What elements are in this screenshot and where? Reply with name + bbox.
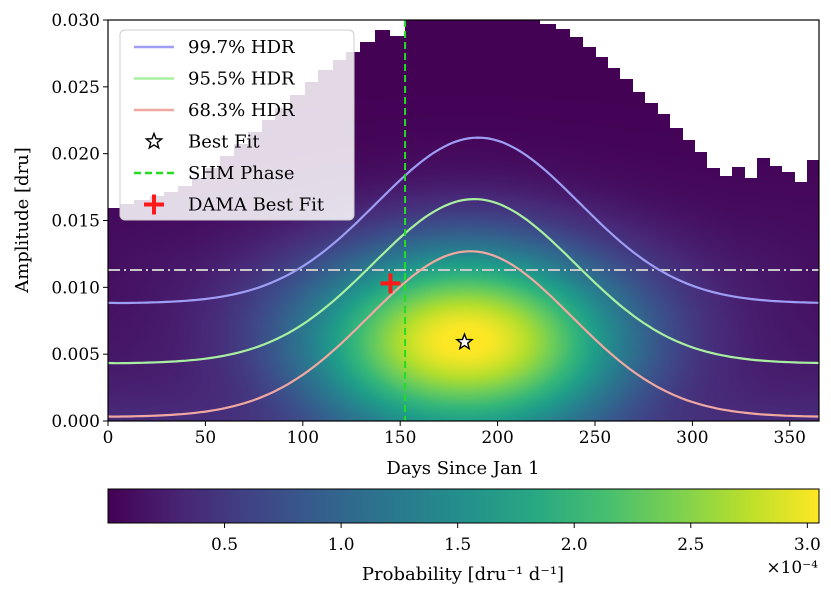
x-tick-label: 200 <box>481 428 513 448</box>
x-tick-label: 150 <box>384 428 416 448</box>
x-tick-label: 250 <box>579 428 611 448</box>
x-tick-label: 100 <box>287 428 319 448</box>
legend-shm-phase-label: SHM Phase <box>188 163 295 184</box>
hdr-contour-2 <box>108 197 819 365</box>
y-tick-label: 0.025 <box>51 78 100 98</box>
legend-dama-best-fit-swatch <box>144 194 164 215</box>
dama-best-fit-marker <box>380 273 401 294</box>
colorbar-tick-label: 1.0 <box>328 535 355 555</box>
hdr-contour-1 <box>108 136 819 305</box>
x-axis: 0 50 100 150 200 250 300 350 <box>103 421 806 448</box>
colorbar-tick-label: 2.5 <box>677 535 704 555</box>
unsampled-region-right <box>470 20 819 182</box>
y-tick-label: 0.020 <box>51 145 100 165</box>
legend-best-fit-swatch <box>144 131 164 150</box>
colorbar-tick-label: 3.0 <box>794 535 821 555</box>
colorbar: 0.5 1.0 1.5 2.0 2.5 3.0 Probability [dru⁻¹ d⁻… <box>107 488 821 585</box>
legend-box <box>119 29 355 221</box>
colorbar-multiplier: ×10⁻⁴ <box>766 558 818 578</box>
y-tick-label: 0.010 <box>51 278 100 298</box>
y-axis-title: Amplitude [dru] <box>12 147 33 294</box>
y-tick-label: 0.030 <box>51 11 100 31</box>
plot-elements <box>108 20 819 421</box>
colorbar-ticks: 0.5 1.0 1.5 2.0 2.5 3.0 <box>211 523 821 555</box>
x-tick-label: 0 <box>103 428 114 448</box>
hdr-contour-3 <box>108 250 819 418</box>
x-tick-label: 300 <box>676 428 708 448</box>
x-axis-title: Days Since Jan 1 <box>386 458 539 479</box>
y-tick-label: 0.005 <box>51 345 100 365</box>
legend-95-5-hdr-label: 95.5% HDR <box>188 69 295 90</box>
y-tick-label: 0.000 <box>51 412 100 432</box>
x-tick-label: 350 <box>774 428 806 448</box>
colorbar-tick-label: 1.5 <box>444 535 471 555</box>
colorbar-tick-label: 0.5 <box>211 535 238 555</box>
colorbar-gradient <box>107 488 820 524</box>
colorbar-title: Probability [dru⁻¹ d⁻¹] <box>362 564 564 585</box>
colorbar-tick-label: 2.0 <box>561 535 588 555</box>
legend-best-fit-label: Best Fit <box>188 132 260 153</box>
y-tick-label: 0.015 <box>51 212 100 232</box>
legend[interactable]: 99.7% HDR 95.5% HDR 68.3% HDR Best Fit SHM P… <box>119 29 355 221</box>
legend-dama-best-fit-label: DAMA Best Fit <box>188 195 325 216</box>
legend-99-7-hdr-label: 99.7% HDR <box>188 37 295 58</box>
x-tick-label: 50 <box>195 428 217 448</box>
best-fit-star-marker <box>454 332 474 351</box>
legend-68-3-hdr-label: 68.3% HDR <box>188 100 295 121</box>
legend-entries: 99.7% HDR 95.5% HDR 68.3% HDR Best Fit SHM P… <box>134 37 325 216</box>
y-axis: 0.000 0.005 0.010 0.015 0.020 0.025 0.030 <box>51 11 108 432</box>
